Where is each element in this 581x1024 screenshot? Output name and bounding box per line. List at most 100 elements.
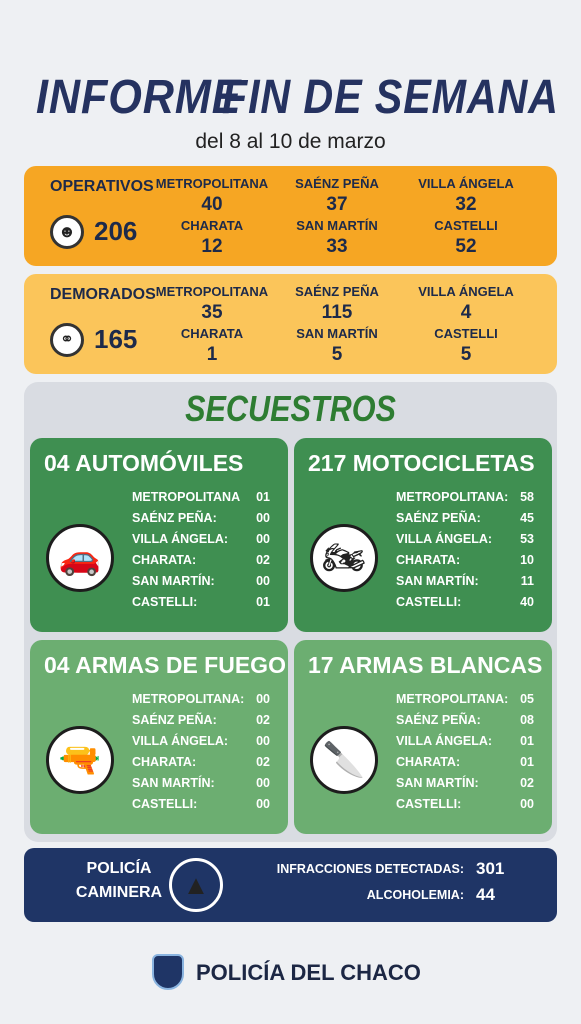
region-value: 32 xyxy=(455,194,477,215)
row-value: 02 xyxy=(520,776,534,790)
title-part2: FIN DE SEMANA xyxy=(222,71,559,124)
icon: ▲ xyxy=(169,858,223,912)
card-title: 04 ARMAS DE FUEGO xyxy=(44,652,286,678)
row-value: 05 xyxy=(520,692,534,706)
region-name: CASTELLI xyxy=(434,218,498,233)
region-name: CHARATA xyxy=(180,218,244,233)
icon: 🔫 xyxy=(46,726,114,794)
row-name: CHARATA: xyxy=(396,755,461,769)
row-value: 58 xyxy=(520,490,534,504)
row-value: 02 xyxy=(256,755,270,769)
icon: ☻ xyxy=(50,215,84,249)
row-value: 01 xyxy=(520,755,534,769)
row-name: SAÉNZ PEÑA: xyxy=(396,713,481,727)
region-name: METROPOLITANA xyxy=(155,284,269,299)
row-value: 00 xyxy=(256,692,270,706)
seizure-card: 217 MOTOCICLETAS 🏍 METROPOLITANA: 58 SAÉNZ P… xyxy=(294,438,552,632)
row-name: METROPOLITANA: xyxy=(396,692,509,706)
row-name: VILLA ÁNGELA: xyxy=(396,532,493,546)
summary-total: 165 xyxy=(94,324,138,354)
card-title: 217 MOTOCICLETAS xyxy=(308,450,535,476)
icon: 🚗 xyxy=(46,524,114,592)
row-name: METROPOLITANA: xyxy=(396,490,509,504)
summary-box: OPERATIVOS ☻ 206 METROPOLITANA 40 SAÉNZ PEÑA 3… xyxy=(24,166,557,266)
footer-badge xyxy=(152,954,184,990)
caminera-label: CAMINERA xyxy=(75,884,163,901)
row-value: 10 xyxy=(520,553,534,567)
row-value: 40 xyxy=(520,595,534,609)
row-value: 01 xyxy=(520,734,534,748)
region-name: SAN MARTÍN xyxy=(296,326,378,341)
row-value: 01 xyxy=(256,595,270,609)
card-title: 17 ARMAS BLANCAS xyxy=(308,652,543,678)
region-name: SAN MARTÍN xyxy=(296,218,378,233)
row-value: 11 xyxy=(520,574,534,588)
row-name: VILLA ÁNGELA: xyxy=(132,532,229,546)
summary-label: DEMORADOS xyxy=(50,286,156,303)
row-name: SAN MARTÍN: xyxy=(396,574,479,588)
region-name: SAÉNZ PEÑA xyxy=(295,176,379,191)
row-name: CHARATA: xyxy=(132,755,197,769)
caminera-value: 301 xyxy=(476,859,505,878)
summary-label: OPERATIVOS xyxy=(50,178,154,195)
caminera-item: INFRACCIONES DETECTADAS: xyxy=(276,862,464,876)
region-name: SAÉNZ PEÑA xyxy=(295,284,379,299)
footer-brand: POLICÍA DEL CHACO xyxy=(196,960,421,985)
region-value: 52 xyxy=(455,236,477,257)
row-name: SAÉNZ PEÑA: xyxy=(132,511,217,525)
region-value: 5 xyxy=(460,344,472,365)
region-name: VILLA ÁNGELA xyxy=(418,284,514,299)
subtitle: del 8 al 10 de marzo xyxy=(195,130,386,153)
icon: 🔪 xyxy=(310,726,378,794)
row-value: 08 xyxy=(520,713,534,727)
region-name: CHARATA xyxy=(180,326,244,341)
row-name: CASTELLI: xyxy=(132,595,198,609)
row-value: 00 xyxy=(256,734,270,748)
row-value: 00 xyxy=(520,797,534,811)
card-title: 04 AUTOMÓVILES xyxy=(44,450,244,476)
row-value: 01 xyxy=(256,490,270,504)
region-value: 1 xyxy=(206,344,218,365)
seizure-card: 04 ARMAS DE FUEGO 🔫 METROPOLITANA: 00 SAÉNZ … xyxy=(30,640,288,834)
summary-box: DEMORADOS ⚭ 165 METROPOLITANA 35 SAÉNZ PEÑA 11… xyxy=(24,274,557,374)
region-name: METROPOLITANA xyxy=(155,176,269,191)
row-name: METROPOLITANA xyxy=(132,490,241,504)
region-name: CASTELLI xyxy=(434,326,498,341)
region-value: 4 xyxy=(460,302,472,323)
region-value: 33 xyxy=(326,236,348,257)
row-name: CHARATA: xyxy=(132,553,197,567)
region-value: 115 xyxy=(321,302,353,323)
row-value: 53 xyxy=(520,532,534,546)
region-value: 12 xyxy=(201,236,223,257)
icon: ⚭ xyxy=(50,323,84,357)
icon: 🏍 xyxy=(310,524,378,592)
row-name: CASTELLI: xyxy=(396,595,462,609)
row-name: CHARATA: xyxy=(396,553,461,567)
secuestros-title: SECUESTROS xyxy=(185,388,396,429)
row-name: SAÉNZ PEÑA: xyxy=(396,511,481,525)
row-value: 00 xyxy=(256,776,270,790)
row-value: 00 xyxy=(256,511,270,525)
seizure-card: 04 AUTOMÓVILES 🚗 METROPOLITANA 01 SAÉNZ PEÑA… xyxy=(30,438,288,632)
row-value: 00 xyxy=(256,797,270,811)
row-name: SAÉNZ PEÑA: xyxy=(132,713,217,727)
row-name: VILLA ÁNGELA: xyxy=(396,734,493,748)
row-value: 45 xyxy=(520,511,534,525)
row-value: 00 xyxy=(256,574,270,588)
row-name: SAN MARTÍN: xyxy=(132,776,215,790)
row-name: SAN MARTÍN: xyxy=(396,776,479,790)
caminera-box: POLICÍA CAMINERA ▲ INFRACCIONES DETECTADAS:… xyxy=(24,848,557,922)
seizure-card: 17 ARMAS BLANCAS 🔪 METROPOLITANA: 05 SAÉNZ P… xyxy=(294,640,552,834)
region-value: 40 xyxy=(201,194,223,215)
caminera-item: ALCOHOLEMIA: xyxy=(366,888,464,902)
row-name: METROPOLITANA: xyxy=(132,692,245,706)
row-name: CASTELLI: xyxy=(132,797,198,811)
region-value: 5 xyxy=(331,344,343,365)
title-part1: INFORME xyxy=(36,71,242,124)
row-name: CASTELLI: xyxy=(396,797,462,811)
caminera-value: 44 xyxy=(476,885,495,904)
row-value: 00 xyxy=(256,532,270,546)
row-name: SAN MARTÍN: xyxy=(132,574,215,588)
row-value: 02 xyxy=(256,553,270,567)
